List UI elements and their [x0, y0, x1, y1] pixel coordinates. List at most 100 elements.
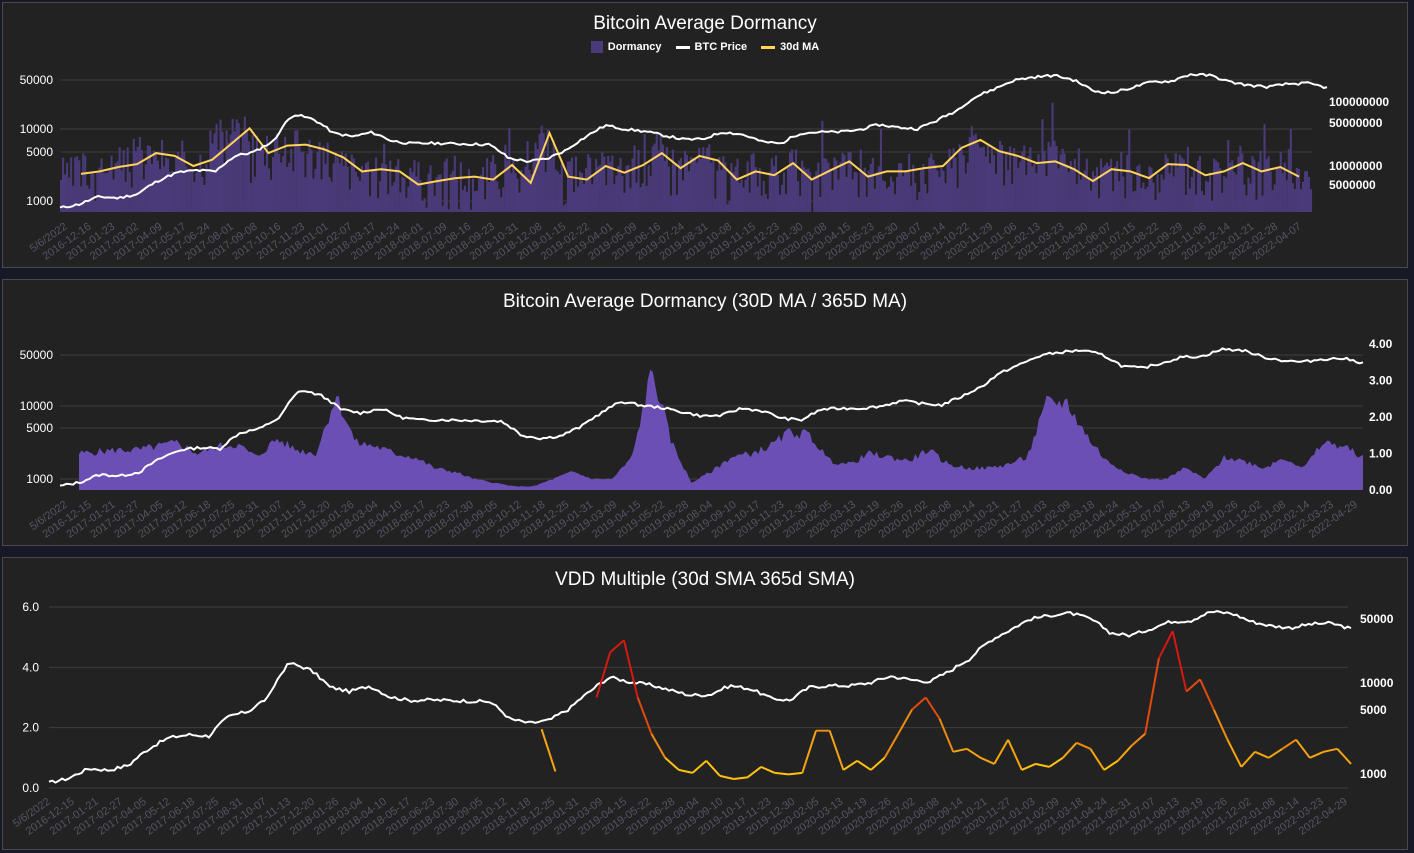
- dormancy-bar: [118, 147, 121, 212]
- dormancy-bar: [912, 164, 915, 212]
- dormancy-bar: [268, 168, 271, 212]
- dormancy-bar: [990, 148, 993, 212]
- dormancy-bar: [328, 177, 331, 212]
- vdd-line-segment: [788, 771, 803, 776]
- dormancy-chart-svg: 50000 10000 5000 1000 100000000 50000000 10000…: [20, 72, 1389, 263]
- vdd-line-segment: [691, 760, 707, 774]
- dormancy-bar: [187, 168, 190, 212]
- dormancy-bar: [397, 159, 400, 212]
- dormancy-bar: [140, 150, 143, 212]
- dormancy-bar: [1075, 183, 1078, 212]
- dormancy-bar: [704, 155, 707, 212]
- dormancy-bar: [324, 164, 327, 212]
- dormancy-bar: [617, 166, 620, 212]
- dormancy-bar: [471, 178, 474, 212]
- dormancy-bar: [982, 146, 985, 212]
- dormancy-bar: [679, 158, 682, 212]
- dormancy-bar: [1047, 141, 1050, 212]
- dormancy-bar: [938, 177, 941, 212]
- dormancy-bar: [803, 167, 806, 212]
- dormancy-bar: [193, 182, 196, 212]
- dormancy-bar: [956, 188, 959, 212]
- dormancy-bar: [883, 181, 886, 212]
- dormancy-bar: [682, 180, 685, 212]
- dormancy-bar: [726, 204, 729, 212]
- legend-item-30d-ma[interactable]: 30d MA: [761, 41, 819, 53]
- legend-item-dormancy[interactable]: Dormancy: [590, 41, 662, 53]
- dormancy-bar: [1269, 171, 1272, 212]
- legend-item-btc-price[interactable]: BTC Price: [675, 41, 747, 53]
- vdd-line-segment: [1062, 742, 1078, 759]
- dormancy-bar: [251, 134, 254, 212]
- right-axis-tick: 0.00: [1369, 483, 1393, 497]
- dormancy-bar: [577, 186, 580, 212]
- dormancy-bar: [984, 156, 987, 212]
- dormancy-bar: [995, 173, 998, 212]
- dormancy-bar: [435, 177, 438, 212]
- dormancy-bar: [334, 152, 337, 212]
- dormancy-bar: [1271, 190, 1274, 212]
- left-axis-tick: 50000: [20, 348, 54, 362]
- dormancy-bar: [122, 150, 125, 212]
- dormancy-bar: [865, 196, 868, 212]
- right-axis-tick: 4.00: [1369, 337, 1393, 351]
- dormancy-bar: [1233, 172, 1236, 212]
- vdd-line-segment: [1021, 762, 1036, 771]
- dormancy-bar: [585, 168, 588, 212]
- dormancy-bar: [530, 174, 533, 212]
- dormancy-bar: [225, 130, 228, 212]
- dormancy-bar: [843, 154, 846, 212]
- dormancy-bar: [1140, 188, 1143, 212]
- dormancy-bar: [1146, 186, 1149, 212]
- dormancy-bar: [1261, 195, 1264, 212]
- dormancy-bar: [421, 201, 424, 212]
- dormancy-bar: [1231, 160, 1234, 212]
- dormancy-bar: [857, 197, 860, 212]
- dormancy-bar: [243, 116, 246, 212]
- dormancy-bar: [364, 163, 367, 212]
- dormancy-bar: [558, 174, 561, 212]
- dormancy-bar: [540, 125, 543, 212]
- dormancy-bar: [643, 134, 646, 212]
- dormancy-bar: [1221, 192, 1224, 212]
- dormancy-bar: [106, 172, 109, 212]
- left-axis-tick: 10000: [20, 399, 54, 413]
- vdd-line-segment: [664, 757, 680, 771]
- dormancy-bar: [490, 161, 493, 212]
- dormancy-bar: [968, 137, 971, 212]
- dormancy-bar: [1277, 167, 1280, 212]
- dormancy-bar: [823, 158, 826, 212]
- dormancy-bar: [1150, 167, 1153, 212]
- dormancy-bar: [284, 136, 287, 212]
- dormancy-bar: [1112, 191, 1115, 212]
- dormancy-bar: [1091, 171, 1094, 212]
- dormancy-bar: [675, 194, 678, 212]
- dormancy-bar: [758, 168, 761, 212]
- dormancy-bar: [746, 161, 749, 212]
- dormancy-bar: [1019, 161, 1022, 212]
- right-axis-tick: 1000: [1360, 767, 1387, 781]
- chart-legend: Dormancy BTC Price 30d MA: [3, 41, 1407, 53]
- dormancy-bar: [415, 176, 418, 212]
- dormancy-bar: [340, 151, 343, 212]
- dormancy-bar: [274, 140, 277, 212]
- dormancy-bar: [1215, 160, 1218, 212]
- dormancy-bar: [944, 183, 947, 212]
- vdd-line-segment: [746, 766, 762, 779]
- dormancy-bar: [1110, 158, 1113, 212]
- dormancy-bar: [764, 194, 767, 212]
- dormancy-bar: [134, 151, 137, 212]
- dormancy-bar: [611, 155, 614, 212]
- dormancy-bar: [845, 177, 848, 212]
- dormancy-bar: [867, 170, 870, 212]
- dormancy-bar: [169, 171, 172, 212]
- dormancy-bar: [1196, 160, 1199, 212]
- dormancy-bar: [1027, 156, 1030, 212]
- dormancy-bar: [534, 142, 537, 212]
- dormancy-bar: [970, 126, 973, 212]
- dormancy-bar: [940, 167, 943, 212]
- dormancy-bar: [603, 156, 606, 212]
- dormancy-bar: [461, 190, 464, 212]
- dormancy-bar: [831, 190, 834, 212]
- dormancy-bar: [847, 152, 850, 212]
